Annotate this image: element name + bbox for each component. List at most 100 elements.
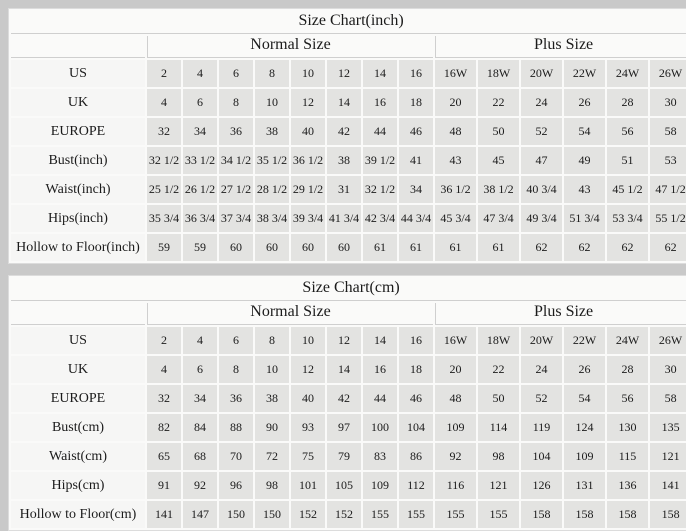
size-value-cell: 60 [219, 234, 253, 261]
group-header-plus: Plus Size [435, 36, 686, 58]
size-value-cell: 109 [564, 443, 605, 470]
size-value-cell: 121 [478, 472, 519, 499]
size-value-cell: 126 [521, 472, 562, 499]
row-label: US [11, 60, 145, 87]
size-value-cell: 35 1/2 [255, 147, 289, 174]
size-value-cell: 82 [147, 414, 181, 441]
size-value-cell: 20W [521, 60, 562, 87]
size-value-cell: 101 [291, 472, 325, 499]
size-value-cell: 105 [327, 472, 361, 499]
table-row: EUROPE 32 34 36 38 40 42 44 46 48 50 52 54 56 58 [11, 385, 686, 412]
chart-title: Size Chart(inch) [11, 11, 686, 34]
size-value-cell: 20 [435, 89, 476, 116]
size-value-cell: 50 [478, 385, 519, 412]
size-value-cell: 26 [564, 356, 605, 383]
size-value-cell: 36 3/4 [183, 205, 217, 232]
size-value-cell: 22W [564, 60, 605, 87]
size-value-cell: 16 [363, 356, 397, 383]
size-value-cell: 60 [255, 234, 289, 261]
size-value-cell: 31 [327, 176, 361, 203]
size-value-cell: 38 [255, 118, 289, 145]
size-value-cell: 150 [255, 501, 289, 528]
size-value-cell: 36 [219, 385, 253, 412]
size-value-cell: 59 [147, 234, 181, 261]
table-row: Bust(cm) 82 84 88 90 93 97 100 104 109 114 119 124 13… [11, 414, 686, 441]
size-value-cell: 24W [607, 60, 648, 87]
size-value-cell: 141 [147, 501, 181, 528]
size-value-cell: 116 [435, 472, 476, 499]
size-value-cell: 6 [183, 356, 217, 383]
row-label: Bust(inch) [11, 147, 145, 174]
size-value-cell: 65 [147, 443, 181, 470]
title-row: Size Chart(inch) [11, 11, 686, 34]
size-value-cell: 30 [650, 356, 686, 383]
size-value-cell: 14 [327, 356, 361, 383]
size-value-cell: 45 1/2 [607, 176, 648, 203]
size-value-cell: 26 1/2 [183, 176, 217, 203]
size-value-cell: 6 [219, 60, 253, 87]
size-value-cell: 12 [291, 89, 325, 116]
size-value-cell: 60 [291, 234, 325, 261]
size-value-cell: 16 [399, 60, 433, 87]
size-value-cell: 8 [255, 327, 289, 354]
size-value-cell: 52 [521, 385, 562, 412]
size-value-cell: 36 1/2 [435, 176, 476, 203]
size-value-cell: 155 [435, 501, 476, 528]
title-row: Size Chart(cm) [11, 278, 686, 301]
size-value-cell: 14 [363, 60, 397, 87]
size-chart-inch-table: Size Chart(inch) Normal Size Plus Size U… [8, 8, 686, 264]
size-value-cell: 38 [327, 147, 361, 174]
size-value-cell: 8 [219, 356, 253, 383]
size-value-cell: 62 [564, 234, 605, 261]
size-value-cell: 40 [291, 385, 325, 412]
size-value-cell: 18W [478, 60, 519, 87]
size-value-cell: 152 [327, 501, 361, 528]
size-value-cell: 48 [435, 118, 476, 145]
size-value-cell: 45 3/4 [435, 205, 476, 232]
size-value-cell: 104 [521, 443, 562, 470]
size-table-body: US 2 4 6 8 10 12 14 16 16W 18W 20W 22W 24W 26W UK 4 6 8 10 1… [11, 60, 686, 261]
size-value-cell: 61 [435, 234, 476, 261]
size-value-cell: 10 [291, 60, 325, 87]
size-value-cell: 18 [399, 356, 433, 383]
row-label: Bust(cm) [11, 414, 145, 441]
size-value-cell: 62 [607, 234, 648, 261]
row-label: US [11, 327, 145, 354]
size-value-cell: 115 [607, 443, 648, 470]
size-value-cell: 16 [363, 89, 397, 116]
size-value-cell: 4 [183, 327, 217, 354]
size-value-cell: 47 [521, 147, 562, 174]
size-value-cell: 28 [607, 356, 648, 383]
size-value-cell: 8 [219, 89, 253, 116]
table-row: Hips(inch) 35 3/4 36 3/4 37 3/4 38 3/4 39 3/4… [11, 205, 686, 232]
size-value-cell: 90 [255, 414, 289, 441]
size-value-cell: 34 1/2 [219, 147, 253, 174]
size-value-cell: 38 3/4 [255, 205, 289, 232]
size-value-cell: 124 [564, 414, 605, 441]
group-header-row: Normal Size Plus Size [11, 303, 686, 325]
size-value-cell: 56 [607, 385, 648, 412]
size-value-cell: 155 [399, 501, 433, 528]
group-header-normal: Normal Size [147, 303, 433, 325]
size-value-cell: 32 1/2 [363, 176, 397, 203]
row-label: UK [11, 89, 145, 116]
size-value-cell: 20W [521, 327, 562, 354]
size-value-cell: 42 [327, 118, 361, 145]
size-value-cell: 38 1/2 [478, 176, 519, 203]
size-value-cell: 155 [363, 501, 397, 528]
size-value-cell: 92 [183, 472, 217, 499]
size-value-cell: 88 [219, 414, 253, 441]
size-value-cell: 41 3/4 [327, 205, 361, 232]
size-value-cell: 91 [147, 472, 181, 499]
row-label: EUROPE [11, 118, 145, 145]
size-value-cell: 109 [363, 472, 397, 499]
size-value-cell: 98 [255, 472, 289, 499]
size-value-cell: 30 [650, 89, 686, 116]
size-value-cell: 41 [399, 147, 433, 174]
size-value-cell: 97 [327, 414, 361, 441]
size-value-cell: 6 [219, 327, 253, 354]
size-value-cell: 62 [650, 234, 686, 261]
size-value-cell: 141 [650, 472, 686, 499]
group-header-normal: Normal Size [147, 36, 433, 58]
size-value-cell: 121 [650, 443, 686, 470]
